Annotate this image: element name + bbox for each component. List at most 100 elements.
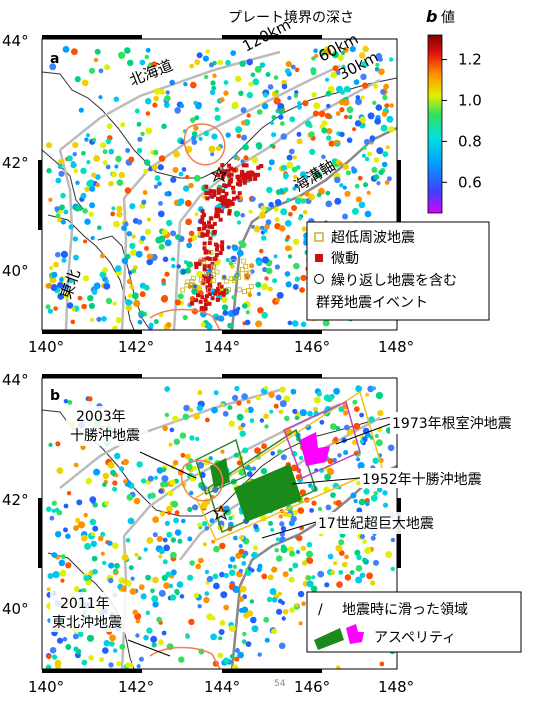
- seismicity-dot: [163, 102, 170, 108]
- seismicity-dot: [242, 631, 247, 637]
- seismicity-dot: [171, 257, 175, 262]
- seismicity-dot: [311, 575, 316, 580]
- seismicity-dot: [267, 166, 272, 171]
- seismicity-dot: [65, 644, 72, 650]
- seismicity-dot: [208, 456, 213, 461]
- tremor-square: [243, 178, 248, 183]
- x-tick-b-142: 142°: [118, 678, 154, 696]
- seismicity-dot: [356, 480, 361, 486]
- seismicity-dot: [164, 520, 170, 527]
- seismicity-dot: [293, 93, 299, 99]
- seismicity-dot: [362, 539, 367, 544]
- vlf-square: [201, 280, 207, 286]
- seismicity-dot: [211, 539, 216, 544]
- seismicity-dot: [166, 505, 173, 513]
- seismicity-dot: [49, 515, 55, 521]
- tremor-square: [224, 191, 229, 196]
- seismicity-dot: [292, 155, 297, 160]
- seismicity-dot: [363, 488, 370, 495]
- tremor-square: [235, 195, 240, 200]
- seismicity-dot: [144, 245, 149, 251]
- seismicity-dot: [363, 138, 370, 145]
- seismicity-dot: [240, 107, 247, 114]
- seismicity-dot: [183, 185, 190, 192]
- seismicity-dot: [330, 492, 336, 498]
- seismicity-dot: [236, 400, 242, 406]
- seismicity-dot: [325, 90, 332, 97]
- seismicity-dot: [256, 109, 263, 115]
- seismicity-dot: [63, 399, 69, 404]
- tremor-square: [205, 196, 210, 201]
- tremor-square: [216, 190, 221, 195]
- seismicity-dot: [175, 234, 181, 240]
- seismicity-dot: [325, 77, 330, 82]
- seismicity-dot: [225, 257, 230, 263]
- seismicity-dot: [237, 651, 245, 659]
- seismicity-dot: [355, 385, 362, 393]
- seismicity-dot: [299, 489, 306, 496]
- seismicity-dot: [291, 166, 298, 173]
- seismicity-dot: [63, 503, 69, 509]
- seismicity-dot: [158, 639, 164, 645]
- tremor-square: [213, 256, 218, 261]
- seismicity-dot: [292, 562, 299, 569]
- seismicity-dot: [88, 655, 94, 661]
- seismicity-dot: [162, 256, 169, 263]
- seismicity-dot: [236, 249, 244, 257]
- tremor-square: [241, 163, 246, 168]
- seismicity-dot: [203, 596, 210, 604]
- annotation-17c: 17世紀超巨大地震: [316, 512, 478, 534]
- seismicity-dot: [59, 204, 65, 211]
- seismicity-dot: [161, 229, 168, 236]
- seismicity-dot: [255, 142, 263, 149]
- seismicity-dot: [354, 549, 361, 556]
- seismicity-dot: [231, 295, 236, 300]
- seismicity-dot: [290, 464, 298, 472]
- legend-tremor-label: 微動: [331, 251, 359, 267]
- seismicity-dot: [263, 413, 269, 420]
- seismicity-dot: [244, 319, 251, 326]
- tremor-square: [210, 296, 215, 301]
- seismicity-dot: [125, 299, 132, 306]
- tremor-square: [208, 274, 213, 279]
- seismicity-dot: [86, 634, 95, 642]
- seismicity-dot: [145, 98, 152, 105]
- seismicity-dot: [253, 225, 261, 233]
- seismicity-dot: [213, 582, 220, 590]
- tremor-square: [207, 220, 211, 225]
- seismicity-dot: [264, 276, 269, 281]
- seismicity-dot: [156, 616, 162, 623]
- seismicity-dot: [146, 627, 153, 634]
- seismicity-dot: [261, 443, 267, 450]
- seismicity-dot: [379, 661, 385, 667]
- seismicity-dot: [113, 568, 119, 574]
- seismicity-dot: [102, 647, 109, 654]
- seismicity-dot: [333, 387, 340, 395]
- seismicity-dot: [371, 166, 378, 173]
- seismicity-dot: [81, 151, 86, 156]
- seismicity-dot: [175, 590, 180, 596]
- seismicity-dot: [292, 283, 299, 290]
- seismicity-dot: [179, 594, 185, 599]
- tremor-square: [219, 209, 224, 214]
- seismicity-dot: [319, 419, 325, 425]
- seismicity-dot: [374, 118, 382, 125]
- tremor-square: [242, 180, 247, 185]
- seismicity-dot: [125, 148, 131, 153]
- seismicity-dot: [105, 138, 112, 145]
- seismicity-dot: [46, 142, 53, 149]
- seismicity-dot: [267, 574, 274, 581]
- seismicity-dot: [291, 320, 299, 327]
- seismicity-dot: [236, 413, 244, 421]
- seismicity-dot: [122, 458, 129, 466]
- tremor-square: [229, 166, 234, 171]
- seismicity-dot: [270, 451, 276, 456]
- seismicity-dot: [211, 133, 218, 140]
- seismicity-dot: [357, 462, 365, 470]
- seismicity-dot: [112, 480, 118, 486]
- seismicity-dot: [102, 267, 108, 273]
- seismicity-dot: [367, 385, 374, 393]
- seismicity-dot: [344, 574, 352, 581]
- seismicity-dot: [228, 261, 234, 266]
- tremor-square: [205, 256, 210, 261]
